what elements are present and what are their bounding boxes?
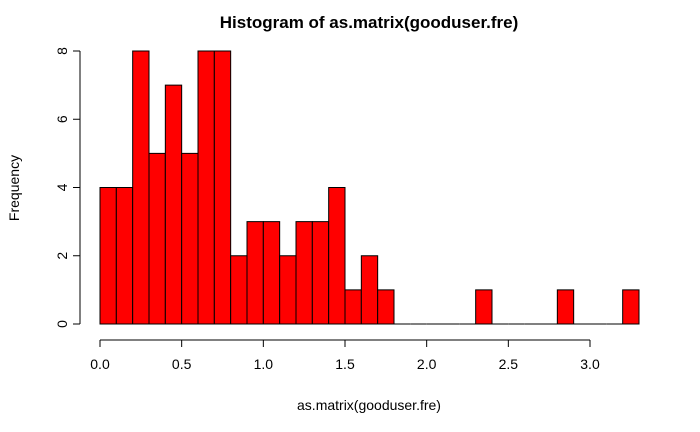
x-axis: 0.0 0.5 1.0 1.5 2.0 2.5 3.0 <box>90 339 600 372</box>
y-tick-label: 8 <box>54 47 70 55</box>
x-tick-label: 0.0 <box>90 356 110 372</box>
histogram-bar <box>344 289 362 325</box>
histogram-bar <box>213 50 232 325</box>
y-tick-label: 0 <box>54 320 70 328</box>
histogram-bar <box>360 255 379 325</box>
histogram-bar <box>377 289 395 325</box>
y-tick-label: 2 <box>54 252 70 260</box>
histogram-bar <box>115 187 134 325</box>
histogram-bar <box>99 187 117 325</box>
x-tick-label: 2.5 <box>499 356 519 372</box>
histogram-bar <box>181 152 199 325</box>
x-axis-label: as.matrix(gooduser.fre) <box>297 397 441 413</box>
histogram-bar <box>622 289 640 325</box>
histogram-bar <box>262 221 281 325</box>
y-axis-label: Frequency <box>6 155 22 221</box>
x-tick-label: 1.0 <box>254 356 274 372</box>
bars-group <box>99 50 640 325</box>
x-tick-label: 2.0 <box>417 356 437 372</box>
histogram-bar <box>279 255 297 325</box>
histogram-bar <box>556 289 575 325</box>
histogram-bar <box>475 289 493 325</box>
histogram-bar <box>132 50 150 325</box>
chart-title: Histogram of as.matrix(gooduser.fre) <box>220 13 519 32</box>
y-axis: 0 2 4 6 8 <box>54 47 81 328</box>
histogram-bar <box>328 187 346 325</box>
histogram-bar <box>246 221 264 325</box>
histogram-bar <box>230 255 248 325</box>
histogram-bar <box>295 221 313 325</box>
x-tick-label: 1.5 <box>335 356 355 372</box>
x-tick-label: 3.0 <box>580 356 600 372</box>
x-tick-label: 0.5 <box>172 356 192 372</box>
histogram-bar <box>311 221 330 325</box>
histogram-bar <box>197 50 215 325</box>
histogram-bar <box>148 152 166 325</box>
y-tick-label: 4 <box>54 183 70 191</box>
y-tick-label: 6 <box>54 115 70 123</box>
histogram-bar <box>164 84 183 325</box>
